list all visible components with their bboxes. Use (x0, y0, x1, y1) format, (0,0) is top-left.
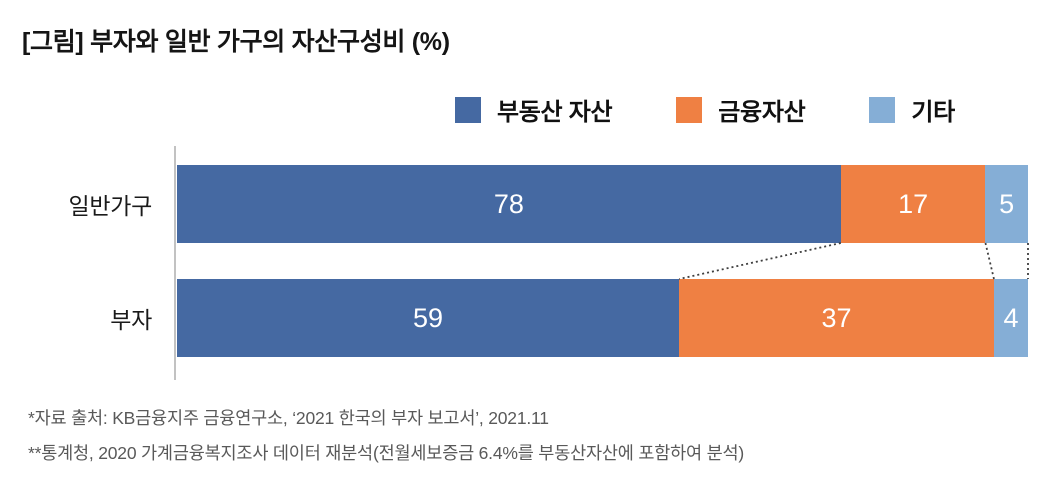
bar-segment-1-0: 59 (177, 279, 680, 357)
chart-title: [그림] 부자와 일반 가구의 자산구성비 (%) (22, 28, 450, 56)
legend-label: 금융자산 (718, 99, 806, 126)
source-note-primary: *자료 출처: KB금융지주 금융연구소, ‘2021 한국의 부자 보고서’,… (28, 408, 549, 428)
legend-swatch-icon (869, 96, 896, 123)
legend-label: 기타 (911, 99, 955, 126)
source-note-secondary: **통계청, 2020 가계금융복지조사 데이터 재분석(전월세보증금 6.4%… (28, 443, 745, 463)
bar-segment-1-2: 4 (993, 279, 1028, 357)
category-label-0: 일반가구 (68, 193, 153, 219)
bar-segment-1-1: 37 (679, 279, 994, 357)
legend-item-0: 부동산 자산 (455, 92, 613, 127)
legend-item-1: 금융자산 (676, 92, 806, 127)
legend-swatch-icon (676, 96, 703, 123)
legend-label: 부동산 자산 (497, 99, 613, 126)
bar-row-0: 78 17 5 (177, 165, 1028, 243)
y-axis-line (174, 146, 176, 380)
legend: 부동산 자산 금융자산 기타 (455, 92, 955, 127)
bar-segment-0-1: 17 (840, 165, 986, 243)
bar-segment-0-2: 5 (985, 165, 1028, 243)
category-label-1: 부자 (110, 307, 152, 333)
bar-segment-0-0: 78 (177, 165, 841, 243)
footnotes: *자료 출처: KB금융지주 금융연구소, ‘2021 한국의 부자 보고서’,… (28, 401, 744, 471)
connector-line-0 (678, 242, 841, 280)
legend-item-2: 기타 (869, 92, 955, 127)
connector-line-1 (984, 242, 995, 280)
bar-row-1: 59 37 4 (177, 279, 1028, 357)
legend-swatch-icon (455, 96, 481, 123)
